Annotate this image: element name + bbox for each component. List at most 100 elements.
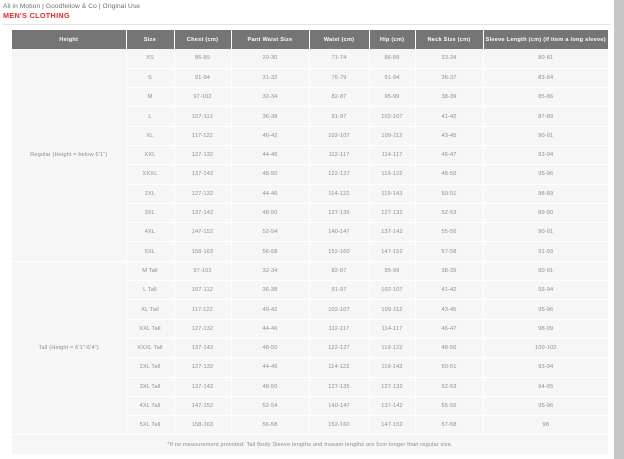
cell-sleeve: 93-94 — [483, 145, 608, 166]
cell-waist: 82-87 — [309, 87, 370, 108]
cell-size: M Tall — [126, 261, 175, 282]
cell-pant-waist: 40-42 — [231, 299, 310, 320]
cell-sleeve: 90-91 — [483, 222, 608, 243]
cell-pant-waist: 40-42 — [231, 126, 310, 146]
header-divider — [3, 23, 611, 25]
cell-sleeve: 95-96 — [483, 164, 608, 185]
table-head: Height Size Chest (cm) Pant Waist Size W… — [12, 30, 608, 49]
cell-pant-waist: 56-58 — [231, 241, 310, 262]
table-body: Regular (Height = below 6'1") XS 86-89 29-3… — [12, 49, 608, 455]
cell-size: 4XL Tall — [126, 396, 175, 417]
cell-pant-waist: 48-50 — [231, 203, 310, 224]
cell-hip: 119-122 — [369, 338, 416, 359]
cell-neck: 55-56 — [415, 222, 484, 243]
height-group-label: Tall (Height = 6'1"-6'4") — [12, 261, 127, 436]
cell-sleeve: 93-94 — [483, 357, 608, 378]
cell-size: S — [126, 68, 175, 89]
cell-waist: 82-87 — [309, 261, 370, 282]
cell-sleeve: 88-89 — [483, 184, 608, 204]
page-scrollbar-track[interactable] — [614, 0, 624, 459]
cell-waist: 152-160 — [309, 415, 370, 436]
table-row: XXXL 137-142 48-50 122-127 119-122 48-50 95-96 — [12, 164, 608, 185]
cell-neck: 48-50 — [415, 164, 484, 185]
cell-chest: 158-163 — [174, 241, 232, 262]
cell-size: 5XL — [126, 241, 175, 262]
cell-waist: 140-147 — [309, 396, 370, 417]
cell-hip: 147-152 — [369, 415, 416, 436]
table-row: 2XL 127-132 44-46 114-122 119-143 50-51 88-89 — [12, 184, 608, 204]
table-row: XL 117-122 40-42 102-107 109-112 43-45 90-91 — [12, 126, 608, 146]
cell-hip: 127-132 — [369, 377, 416, 397]
cell-waist: 91-97 — [309, 280, 370, 301]
cell-pant-waist: 31-32 — [231, 68, 310, 89]
cell-chest: 137-142 — [174, 338, 232, 359]
cell-hip: 95-99 — [369, 87, 416, 108]
cell-hip: 102-107 — [369, 106, 416, 127]
cell-hip: 86-89 — [369, 49, 416, 69]
cell-size: XXXL Tall — [126, 338, 175, 359]
cell-chest: 158-163 — [174, 415, 232, 436]
table-row: 2XL Tall 127-132 44-46 114-122 119-143 50-51 9… — [12, 357, 608, 378]
cell-size: 4XL — [126, 222, 175, 243]
cell-neck: 46-47 — [415, 145, 484, 166]
cell-sleeve: 85-86 — [483, 87, 608, 108]
cell-waist: 91-97 — [309, 106, 370, 127]
table-row: Tall (Height = 6'1"-6'4") M Tall 97-102 32-… — [12, 261, 608, 436]
cell-waist: 71-74 — [309, 49, 370, 69]
cell-pant-waist: 48-50 — [231, 164, 310, 185]
cell-pant-waist: 48-50 — [231, 377, 310, 397]
cell-waist: 114-122 — [309, 357, 370, 378]
cell-chest: 107-112 — [174, 280, 232, 301]
cell-waist: 122-127 — [309, 338, 370, 359]
cell-waist: 152-160 — [309, 241, 370, 262]
cell-waist: 127-135 — [309, 377, 370, 397]
cell-waist: 112-117 — [309, 145, 370, 166]
cell-neck: 52-53 — [415, 377, 484, 397]
cell-pant-waist: 52-54 — [231, 396, 310, 417]
cell-neck: 46-47 — [415, 319, 484, 339]
footnote-row: *If no measurement provided: Tall Body S… — [12, 434, 608, 455]
cell-neck: 55-56 — [415, 396, 484, 417]
cell-neck: 41-42 — [415, 106, 484, 127]
cell-chest: 117-122 — [174, 126, 232, 146]
cell-neck: 52-53 — [415, 203, 484, 224]
cell-sleeve: 90-91 — [483, 126, 608, 146]
cell-hip: 109-112 — [369, 126, 416, 146]
cell-chest: 127-132 — [174, 319, 232, 339]
cell-sleeve: 80-81 — [483, 49, 608, 69]
size-chart-table: Height Size Chest (cm) Pant Waist Size W… — [12, 30, 608, 455]
cell-sleeve: 93-94 — [483, 280, 608, 301]
cell-size: XXL — [126, 145, 175, 166]
column-header-neck-size: Neck Size (cm) — [415, 30, 484, 49]
column-header-chest: Chest (cm) — [174, 30, 232, 49]
cell-chest: 147-152 — [174, 222, 232, 243]
cell-size: M — [126, 87, 175, 108]
cell-chest: 137-142 — [174, 377, 232, 397]
table-row: Regular (Height = below 6'1") XS 86-89 29-3… — [12, 49, 608, 262]
measurement-footnote: *If no measurement provided: Tall Body S… — [12, 434, 608, 455]
cell-waist: 127-135 — [309, 203, 370, 224]
table-row: XL Tall 117-122 40-42 102-107 109-112 43-45 95… — [12, 299, 608, 320]
cell-size: 3XL Tall — [126, 377, 175, 397]
table-row: XXL Tall 127-132 44-46 112-117 114-117 46-47 9… — [12, 319, 608, 339]
cell-neck: 41-42 — [415, 280, 484, 301]
department-title: MEN'S CLOTHING — [3, 10, 70, 20]
column-header-pant-waist-size: Pant Waist Size — [231, 30, 310, 49]
cell-waist: 102-107 — [309, 126, 370, 146]
page-scrollbar-thumb[interactable] — [614, 0, 624, 459]
cell-pant-waist: 32-34 — [231, 261, 310, 282]
cell-chest: 137-142 — [174, 203, 232, 224]
cell-pant-waist: 48-50 — [231, 338, 310, 359]
cell-hip: 102-107 — [369, 280, 416, 301]
cell-neck: 48-50 — [415, 338, 484, 359]
cell-chest: 127-132 — [174, 184, 232, 204]
cell-waist: 112-117 — [309, 319, 370, 339]
cell-chest: 147-152 — [174, 396, 232, 417]
cell-pant-waist: 44-46 — [231, 357, 310, 378]
cell-hip: 119-143 — [369, 357, 416, 378]
cell-neck: 38-39 — [415, 261, 484, 282]
cell-chest: 127-132 — [174, 357, 232, 378]
cell-chest: 117-122 — [174, 299, 232, 320]
size-chart-panel: Height Size Chest (cm) Pant Waist Size W… — [12, 30, 608, 455]
